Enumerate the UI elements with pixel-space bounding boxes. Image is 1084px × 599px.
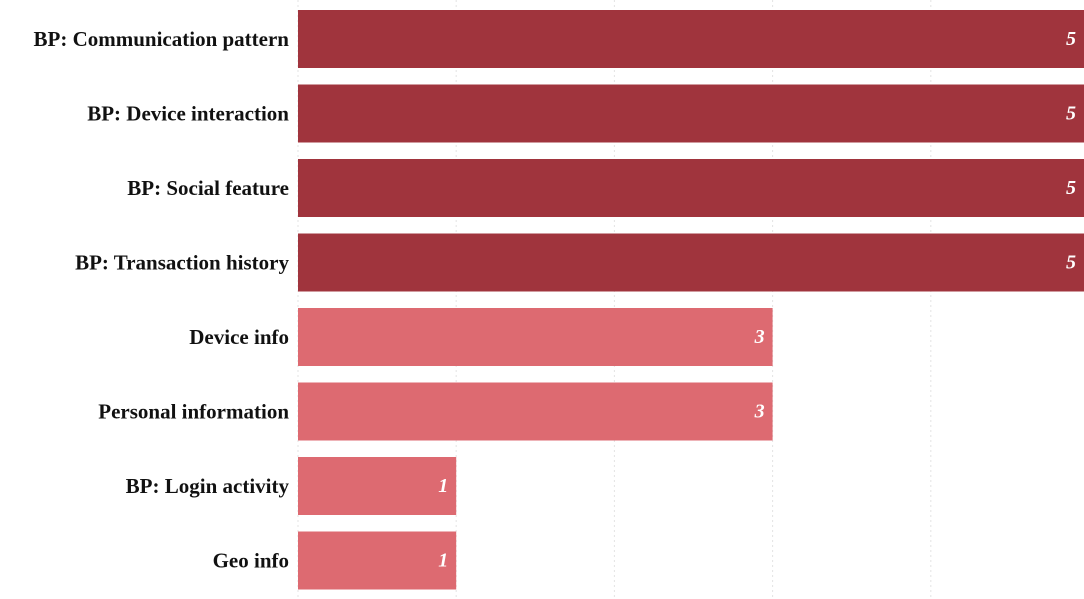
category-label: Personal information xyxy=(98,400,289,424)
category-label: Geo info xyxy=(213,549,289,573)
bar xyxy=(298,10,1084,68)
value-label: 5 xyxy=(1066,177,1076,199)
category-label: BP: Communication pattern xyxy=(34,27,290,51)
bar xyxy=(298,84,1084,143)
value-label: 5 xyxy=(1066,103,1076,125)
value-label: 3 xyxy=(754,326,765,348)
category-label: Device info xyxy=(189,325,289,349)
category-label: BP: Transaction history xyxy=(75,251,289,275)
bars-group xyxy=(298,10,1084,590)
bar xyxy=(298,233,1084,292)
bar xyxy=(298,159,1084,217)
bar xyxy=(298,382,773,441)
category-label: BP: Social feature xyxy=(127,176,289,200)
value-labels: 5 5 5 5 3 3 1 1 xyxy=(438,28,1076,572)
value-label: 3 xyxy=(754,401,765,423)
bar xyxy=(298,308,773,366)
category-label: BP: Login activity xyxy=(126,474,290,498)
bar xyxy=(298,457,457,515)
value-label: 5 xyxy=(1066,252,1076,274)
value-label: 5 xyxy=(1066,28,1076,50)
category-labels: BP: Communication pattern BP: Device inte… xyxy=(34,27,290,573)
value-label: 1 xyxy=(438,475,448,497)
bar xyxy=(298,531,457,590)
category-label: BP: Device interaction xyxy=(87,102,289,126)
value-label: 1 xyxy=(438,550,448,572)
